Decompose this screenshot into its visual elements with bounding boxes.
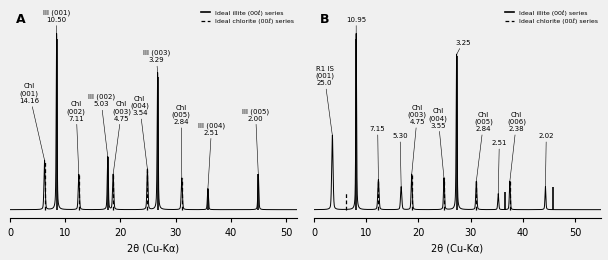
Text: Chl
(004)
3.55: Chl (004) 3.55	[429, 108, 447, 178]
Text: Chl
(006)
2.38: Chl (006) 2.38	[507, 112, 526, 181]
Text: 3.25: 3.25	[455, 40, 471, 55]
Text: Chl
(001)
14.16: Chl (001) 14.16	[19, 83, 44, 160]
X-axis label: 2θ (Cu-Kα): 2θ (Cu-Kα)	[128, 243, 179, 253]
Legend: Ideal illite (00ℓ) series, Ideal chlorite (00ℓ) series: Ideal illite (00ℓ) series, Ideal chlorit…	[505, 10, 598, 24]
Legend: Ideal illite (00ℓ) series, Ideal chlorite (00ℓ) series: Ideal illite (00ℓ) series, Ideal chlorit…	[201, 10, 294, 24]
Text: III (005)
2.00: III (005) 2.00	[242, 108, 269, 174]
Text: Chl
(005)
2.84: Chl (005) 2.84	[171, 105, 190, 178]
Text: A: A	[16, 13, 26, 26]
Text: 10.95: 10.95	[346, 17, 366, 33]
Text: B: B	[320, 13, 330, 26]
X-axis label: 2θ (Cu-Kα): 2θ (Cu-Kα)	[432, 243, 483, 253]
Text: III (002)
5.03: III (002) 5.03	[88, 94, 115, 157]
Text: 2.02: 2.02	[539, 133, 554, 187]
Text: III (003)
3.29: III (003) 3.29	[143, 50, 170, 72]
Text: III (001)
10.50: III (001) 10.50	[43, 9, 70, 33]
Text: Chl
(003)
4.75: Chl (003) 4.75	[112, 101, 131, 174]
Text: Chl
(004)
3.54: Chl (004) 3.54	[130, 96, 149, 169]
Text: Chl
(003)
4.75: Chl (003) 4.75	[408, 105, 427, 174]
Text: Chl
(002)
7.11: Chl (002) 7.11	[67, 101, 86, 174]
Text: 2.51: 2.51	[491, 140, 507, 194]
Text: Chl
(005)
2.84: Chl (005) 2.84	[474, 112, 493, 181]
Text: 7.15: 7.15	[370, 126, 385, 180]
Text: III (004)
2.51: III (004) 2.51	[198, 122, 225, 188]
Text: 5.30: 5.30	[392, 133, 408, 187]
Text: R1 IS
(001)
25.0: R1 IS (001) 25.0	[315, 66, 334, 136]
